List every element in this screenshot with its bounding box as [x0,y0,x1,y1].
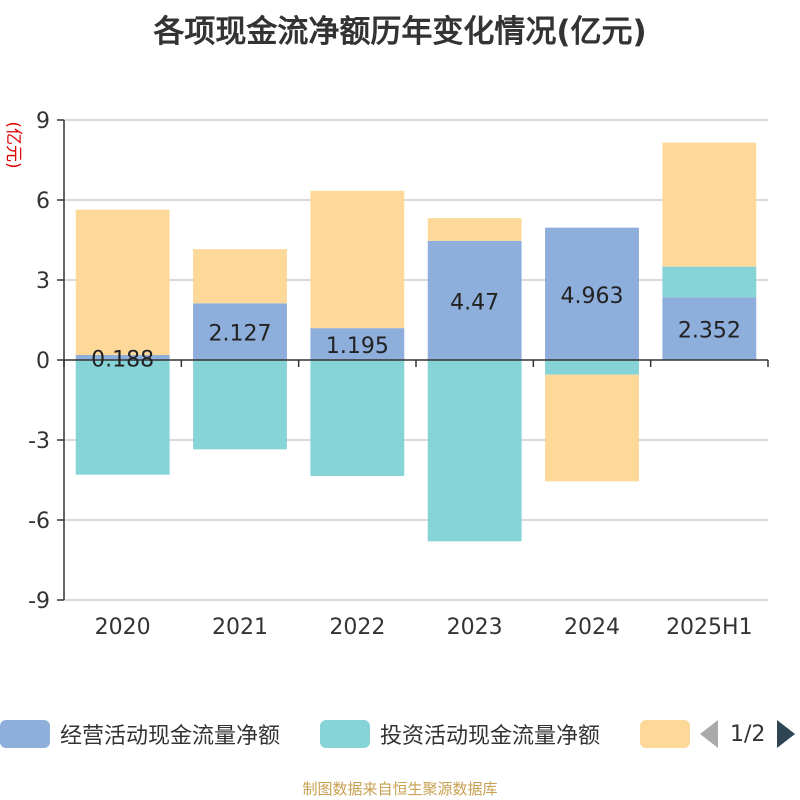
data-label: 1.195 [326,334,389,359]
data-label: 0.188 [91,347,154,372]
y-axis-label: (亿元) [3,121,23,168]
x-tick-label: 2023 [447,615,503,640]
bar [427,218,522,241]
y-tick-label: -3 [28,429,50,454]
data-label: 2.127 [209,322,272,347]
pager-text: 1/2 [730,721,766,747]
legend-swatch-financing [640,720,690,748]
data-label: 2.352 [678,319,741,344]
legend-swatch-operating [0,720,50,748]
bar [662,266,757,298]
legend-item-financing[interactable] [640,716,700,752]
y-tick-label: -6 [28,509,50,534]
bar [193,360,287,450]
data-labels: 0.188 2.127 1.195 4.47 4.963 2.352 [91,284,741,373]
chart-title: 各项现金流净额历年变化情况(亿元) [153,14,647,50]
legend-pager: 1/2 [700,716,796,752]
bar [545,374,639,482]
legend-item-investing[interactable]: 投资活动现金流量净额 [320,716,600,752]
bar [193,303,287,360]
y-tick-label: 3 [36,269,50,294]
bar [75,360,170,475]
legend-label-investing: 投资活动现金流量净额 [380,724,601,749]
bar [75,354,170,360]
y-tick-label: -9 [28,589,50,614]
legend-label-operating: 经营活动现金流量净额 [60,724,281,749]
bars [75,142,757,542]
x-tick-label: 2025H1 [666,615,753,640]
y-tick-label: 0 [36,349,50,374]
bar [310,360,405,476]
pager-next-icon[interactable] [777,720,796,748]
bar [427,360,522,542]
x-tick-label: 2024 [564,615,620,640]
bar [662,142,757,267]
y-tick-label: 9 [36,109,50,134]
bar [545,360,639,375]
data-label: 4.47 [450,290,499,315]
grid-lines [64,119,768,601]
y-tick-label: 6 [36,189,50,214]
x-tick-label: 2020 [95,615,151,640]
bar [310,190,405,329]
x-tick-label: 2021 [212,615,268,640]
x-tick-label: 2022 [329,615,385,640]
bar [662,297,757,360]
data-label: 4.963 [561,284,624,309]
bar [427,240,522,360]
bar [75,209,170,355]
axes: 9 6 3 0 -3 -6 -9 (亿元) 2020 2021 2022 2023 2024 2025H1 [3,109,769,640]
bar [545,227,639,360]
legend-item-operating[interactable]: 经营活动现金流量净额 [0,716,280,752]
bar [193,249,287,304]
bar-chart: 9 6 3 0 -3 -6 -9 (亿元) 2020 2021 2022 2023 2024 2025H1… [3,109,769,640]
bar [310,328,405,360]
data-source: 制图数据来自恒生聚源数据库 [302,780,498,798]
pager-prev-icon[interactable] [700,720,718,748]
legend-swatch-investing [320,720,370,748]
legend: 经营活动现金流量净额 投资活动现金流量净额 [0,716,800,752]
